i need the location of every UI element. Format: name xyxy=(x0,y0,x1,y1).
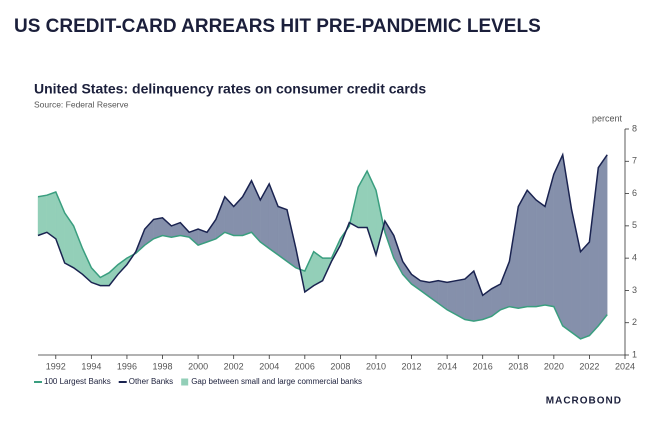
x-tick-label: 2020 xyxy=(544,361,564,371)
gap-area xyxy=(64,212,74,269)
gap-area xyxy=(589,167,599,337)
chart-subtitle: Source: Federal Reserve xyxy=(34,99,129,109)
x-tick-label: 2002 xyxy=(224,361,244,371)
legend-swatch xyxy=(181,378,189,386)
x-tick-label: 2006 xyxy=(295,361,315,371)
legend-label: 100 Largest Banks xyxy=(44,377,111,386)
x-tick-label: 2010 xyxy=(366,361,386,371)
x-tick-label: 1992 xyxy=(46,361,66,371)
y-tick-label: 8 xyxy=(632,123,637,133)
gap-area xyxy=(526,189,537,307)
x-tick-label: 2008 xyxy=(330,361,350,371)
gap-area xyxy=(162,217,172,238)
gap-area xyxy=(455,278,466,320)
gap-area xyxy=(473,270,483,322)
gap-area xyxy=(500,261,510,311)
x-tick-label: 2022 xyxy=(579,361,599,371)
y-tick-label: 4 xyxy=(632,253,637,263)
legend-label: Other Banks xyxy=(129,377,173,386)
gap-area xyxy=(580,241,590,340)
legend-label: Gap between small and large commercial b… xyxy=(191,377,362,386)
x-tick-label: 2000 xyxy=(188,361,208,371)
gap-area xyxy=(446,280,457,315)
brand: MACROBOND xyxy=(546,396,622,407)
gap-area xyxy=(598,154,608,327)
y-axis-label: percent xyxy=(592,113,623,123)
x-tick-label: 1994 xyxy=(81,361,101,371)
y-tick-label: 2 xyxy=(632,317,637,327)
gap-area xyxy=(277,206,288,262)
gap-area xyxy=(73,225,83,275)
y-tick-label: 5 xyxy=(632,220,637,230)
x-tick-label: 2024 xyxy=(615,361,635,371)
x-tick-label: 1998 xyxy=(152,361,172,371)
x-tick-label: 2004 xyxy=(259,361,279,371)
y-tick-label: 1 xyxy=(632,349,637,359)
gap-area xyxy=(553,154,563,327)
x-tick-label: 2012 xyxy=(402,361,422,371)
gap-area xyxy=(438,280,448,311)
series-line xyxy=(37,152,608,297)
x-tick-label: 2016 xyxy=(473,361,493,371)
x-tick-label: 1996 xyxy=(117,361,137,371)
gap-area xyxy=(37,194,48,236)
gap-area xyxy=(260,183,270,249)
x-tick-label: 2018 xyxy=(508,361,528,371)
y-tick-label: 3 xyxy=(632,285,637,295)
gap-area xyxy=(518,190,528,309)
y-tick-label: 7 xyxy=(632,156,637,166)
gap-area xyxy=(544,174,555,307)
page-header: US CREDIT-CARD ARREARS HIT PRE-PANDEMIC … xyxy=(14,16,541,37)
gap-area xyxy=(46,191,56,240)
chart-title: United States: delinquency rates on cons… xyxy=(34,81,426,97)
x-tick-label: 2014 xyxy=(437,361,457,371)
y-tick-label: 6 xyxy=(632,188,637,198)
gap-area xyxy=(535,199,546,307)
